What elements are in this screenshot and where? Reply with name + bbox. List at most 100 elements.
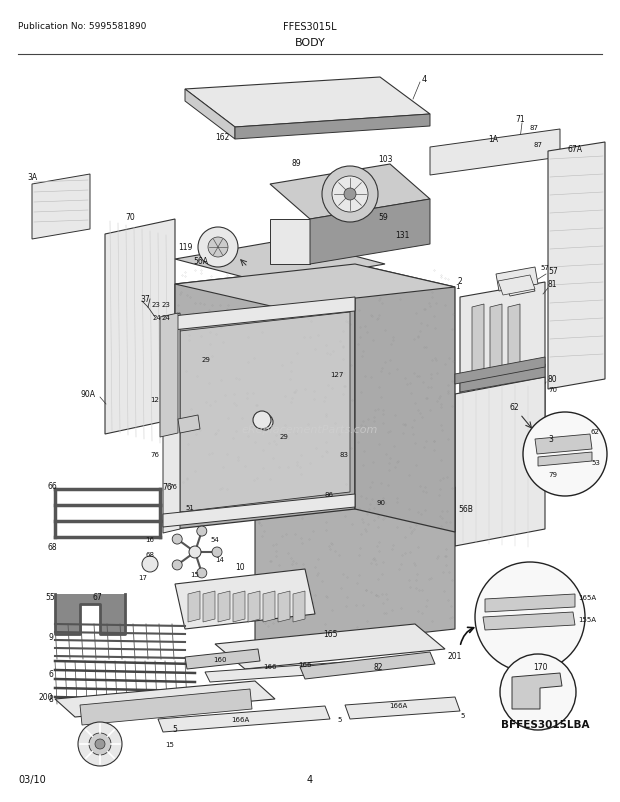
Text: 55: 55 bbox=[45, 593, 55, 602]
Text: 54: 54 bbox=[210, 537, 219, 542]
Text: 160: 160 bbox=[213, 656, 227, 662]
Polygon shape bbox=[460, 282, 545, 460]
Polygon shape bbox=[455, 358, 545, 384]
Circle shape bbox=[257, 415, 273, 431]
Text: 6: 6 bbox=[48, 670, 53, 678]
Text: 76: 76 bbox=[168, 484, 177, 489]
Polygon shape bbox=[178, 415, 200, 433]
Polygon shape bbox=[490, 305, 502, 378]
Polygon shape bbox=[215, 624, 445, 669]
Polygon shape bbox=[233, 591, 245, 622]
Text: 51: 51 bbox=[185, 504, 194, 510]
Text: 166A: 166A bbox=[231, 716, 249, 722]
Circle shape bbox=[172, 561, 182, 570]
Text: 83: 83 bbox=[340, 452, 349, 457]
Text: 79: 79 bbox=[548, 472, 557, 477]
Polygon shape bbox=[163, 494, 355, 528]
Text: 4: 4 bbox=[422, 75, 427, 84]
Text: 76: 76 bbox=[162, 483, 172, 492]
Polygon shape bbox=[455, 378, 545, 546]
Text: 57: 57 bbox=[540, 265, 549, 270]
Circle shape bbox=[344, 188, 356, 200]
Polygon shape bbox=[293, 591, 305, 622]
Text: 86: 86 bbox=[325, 492, 334, 497]
Text: 71: 71 bbox=[515, 115, 525, 124]
Text: 56A: 56A bbox=[193, 257, 208, 266]
Polygon shape bbox=[158, 706, 330, 732]
Polygon shape bbox=[248, 591, 260, 622]
Circle shape bbox=[198, 228, 238, 268]
Text: 24: 24 bbox=[153, 314, 162, 321]
Polygon shape bbox=[175, 569, 315, 630]
Polygon shape bbox=[300, 652, 435, 679]
Polygon shape bbox=[548, 143, 605, 390]
Polygon shape bbox=[508, 305, 520, 378]
Text: 103: 103 bbox=[378, 156, 392, 164]
Text: 68: 68 bbox=[47, 543, 56, 552]
Text: 14: 14 bbox=[215, 557, 224, 562]
Polygon shape bbox=[205, 662, 350, 683]
Text: 03/10: 03/10 bbox=[18, 774, 46, 784]
Text: 90: 90 bbox=[377, 500, 386, 505]
Text: 81: 81 bbox=[548, 280, 557, 290]
Polygon shape bbox=[538, 452, 592, 467]
Text: 37: 37 bbox=[140, 295, 150, 304]
Text: 29: 29 bbox=[202, 357, 211, 363]
Polygon shape bbox=[270, 220, 310, 265]
Text: 8: 8 bbox=[48, 695, 53, 703]
Polygon shape bbox=[345, 697, 460, 719]
Text: 23: 23 bbox=[162, 302, 171, 308]
Polygon shape bbox=[105, 220, 175, 435]
Circle shape bbox=[475, 562, 585, 672]
Polygon shape bbox=[498, 276, 535, 296]
Text: Publication No: 5995581890: Publication No: 5995581890 bbox=[18, 22, 146, 31]
Text: 3: 3 bbox=[548, 435, 553, 444]
Text: 76: 76 bbox=[150, 452, 159, 457]
Text: 66: 66 bbox=[47, 482, 57, 491]
Text: 62: 62 bbox=[510, 403, 520, 412]
Text: 5: 5 bbox=[460, 712, 464, 718]
Polygon shape bbox=[255, 488, 455, 651]
Text: 62: 62 bbox=[591, 428, 600, 435]
Text: 9: 9 bbox=[48, 633, 53, 642]
Text: 89: 89 bbox=[292, 158, 301, 168]
Polygon shape bbox=[160, 314, 178, 437]
Polygon shape bbox=[263, 591, 275, 622]
Polygon shape bbox=[175, 265, 455, 308]
Polygon shape bbox=[180, 313, 350, 512]
Polygon shape bbox=[485, 594, 575, 612]
Text: 4: 4 bbox=[307, 774, 313, 784]
Circle shape bbox=[500, 654, 576, 730]
Text: 80: 80 bbox=[548, 375, 557, 384]
Polygon shape bbox=[188, 591, 200, 622]
Text: 10: 10 bbox=[235, 563, 245, 572]
Circle shape bbox=[197, 568, 207, 578]
Polygon shape bbox=[175, 240, 385, 285]
Text: 3A: 3A bbox=[27, 172, 37, 181]
Polygon shape bbox=[55, 681, 275, 717]
Polygon shape bbox=[535, 435, 592, 455]
Polygon shape bbox=[163, 298, 355, 331]
Text: 155A: 155A bbox=[578, 616, 596, 622]
Text: 23: 23 bbox=[152, 302, 161, 308]
Text: 87: 87 bbox=[530, 125, 539, 131]
Polygon shape bbox=[235, 115, 430, 140]
Text: 29: 29 bbox=[280, 433, 289, 439]
Text: 67A: 67A bbox=[567, 145, 583, 154]
Polygon shape bbox=[460, 365, 545, 392]
Circle shape bbox=[95, 739, 105, 749]
Circle shape bbox=[78, 722, 122, 766]
Polygon shape bbox=[185, 90, 235, 140]
Text: 127: 127 bbox=[330, 371, 343, 378]
Polygon shape bbox=[163, 314, 180, 533]
Polygon shape bbox=[512, 673, 562, 709]
Text: FFES3015L: FFES3015L bbox=[283, 22, 337, 32]
Circle shape bbox=[208, 237, 228, 257]
Text: 16: 16 bbox=[145, 537, 154, 542]
Circle shape bbox=[523, 412, 607, 496]
Text: 1A: 1A bbox=[488, 136, 498, 144]
Polygon shape bbox=[185, 78, 430, 128]
Text: 12: 12 bbox=[150, 396, 159, 403]
Polygon shape bbox=[430, 130, 560, 176]
Circle shape bbox=[212, 547, 222, 557]
